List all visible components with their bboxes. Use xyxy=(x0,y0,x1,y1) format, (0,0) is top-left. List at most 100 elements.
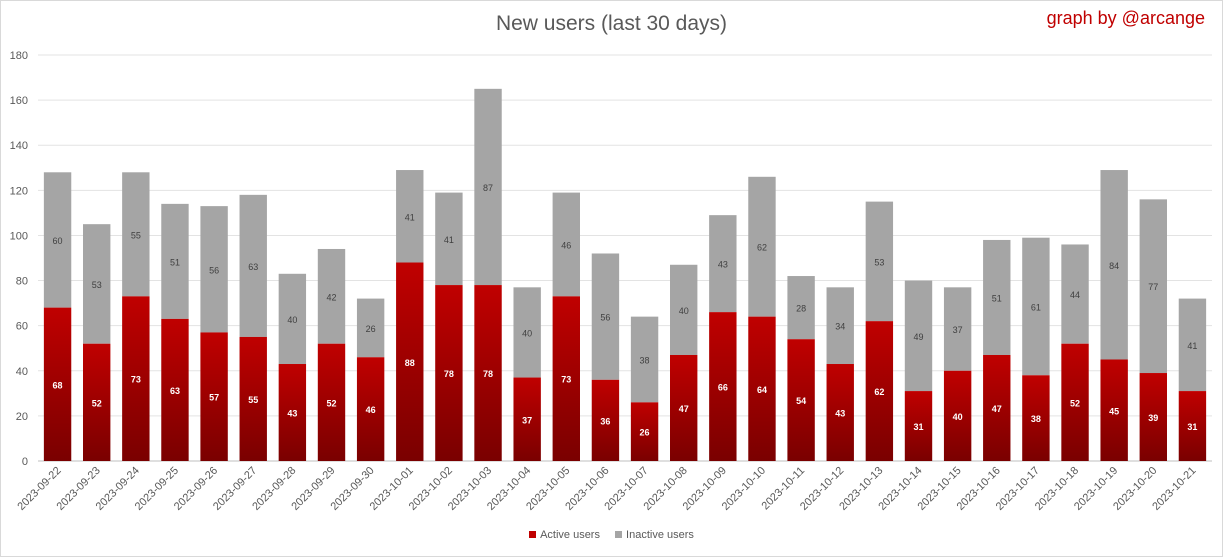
data-label-inactive: 84 xyxy=(1109,261,1119,271)
legend: Active users Inactive users xyxy=(0,529,1223,541)
bar-active xyxy=(239,336,267,461)
bar-active xyxy=(787,339,815,461)
bar-active xyxy=(43,307,72,461)
bar-inactive xyxy=(1061,244,1089,344)
data-label-inactive: 87 xyxy=(483,183,493,193)
data-label-inactive: 26 xyxy=(366,324,376,334)
bar-inactive xyxy=(670,264,698,355)
data-label-inactive: 51 xyxy=(170,257,180,267)
data-label-inactive: 40 xyxy=(679,306,689,316)
bar-active xyxy=(943,370,972,461)
bar-inactive xyxy=(1139,199,1167,374)
bar-inactive xyxy=(787,276,815,340)
data-label-inactive: 34 xyxy=(835,322,845,332)
legend-item-inactive: Inactive users xyxy=(615,529,694,541)
bar-inactive xyxy=(904,280,933,392)
y-tick-label: 60 xyxy=(16,321,28,333)
bar-active xyxy=(83,343,111,461)
data-label-inactive: 44 xyxy=(1070,290,1080,300)
data-label-inactive: 56 xyxy=(209,265,219,275)
data-label-inactive: 60 xyxy=(53,236,63,246)
bar-active xyxy=(983,354,1011,461)
bar-active xyxy=(474,285,502,461)
legend-label-inactive: Inactive users xyxy=(626,529,694,541)
bar-active xyxy=(435,285,463,461)
bar-inactive xyxy=(435,192,463,286)
data-label-inactive: 41 xyxy=(1187,341,1197,351)
bar-inactive xyxy=(278,273,307,365)
y-tick-label: 180 xyxy=(10,50,28,62)
data-label-active: 52 xyxy=(92,398,102,408)
bar-inactive xyxy=(239,194,267,337)
data-label-inactive: 46 xyxy=(561,240,571,250)
bar-inactive xyxy=(474,88,502,286)
data-label-inactive: 41 xyxy=(405,212,415,222)
y-tick-label: 120 xyxy=(10,185,28,197)
data-label-active: 43 xyxy=(287,409,297,419)
bar-inactive xyxy=(983,239,1011,355)
bar-inactive xyxy=(356,298,385,358)
bar-inactive xyxy=(1100,170,1128,360)
y-tick-label: 140 xyxy=(10,140,28,152)
data-label-inactive: 63 xyxy=(248,262,258,272)
data-label-active: 54 xyxy=(796,396,806,406)
data-label-active: 47 xyxy=(679,404,689,414)
bar-inactive xyxy=(43,172,72,308)
data-label-active: 37 xyxy=(522,415,532,425)
bar-active xyxy=(278,364,307,461)
bar-active xyxy=(161,318,189,461)
bar-active xyxy=(552,296,580,461)
bar-active xyxy=(865,321,894,461)
data-label-inactive: 42 xyxy=(326,292,336,302)
bar-inactive xyxy=(748,176,776,317)
data-label-active: 57 xyxy=(209,393,219,403)
data-label-inactive: 55 xyxy=(131,230,141,240)
bar-inactive xyxy=(865,201,894,322)
data-label-active: 47 xyxy=(992,404,1002,414)
data-label-active: 73 xyxy=(561,375,571,385)
bar-inactive xyxy=(161,203,189,319)
bar-active xyxy=(826,364,854,461)
legend-swatch-active xyxy=(529,531,537,538)
bar-active xyxy=(1178,391,1207,461)
data-label-active: 36 xyxy=(600,416,610,426)
data-label-active: 52 xyxy=(1070,398,1080,408)
bar-inactive xyxy=(591,253,620,380)
bar-inactive xyxy=(943,287,972,371)
y-tick-label: 40 xyxy=(16,366,28,378)
y-tick-label: 0 xyxy=(22,456,28,468)
data-label-active: 64 xyxy=(757,385,767,395)
data-label-inactive: 37 xyxy=(953,325,963,335)
data-label-active: 73 xyxy=(131,375,141,385)
legend-label-active: Active users xyxy=(540,529,600,541)
bar-inactive xyxy=(1178,298,1207,392)
bar-active xyxy=(317,343,346,461)
chart-credit: graph by @arcange xyxy=(1046,8,1205,28)
bar-active xyxy=(513,377,541,461)
bar-active xyxy=(1100,359,1128,461)
bar-inactive xyxy=(630,316,659,403)
chart-title: New users (last 30 days) xyxy=(495,12,728,35)
data-label-active: 78 xyxy=(483,369,493,379)
bar-inactive xyxy=(709,215,737,313)
data-label-active: 68 xyxy=(53,380,63,390)
data-label-active: 26 xyxy=(640,428,650,438)
data-label-active: 66 xyxy=(718,383,728,393)
y-tick-label: 100 xyxy=(10,230,28,242)
bar-active xyxy=(670,354,698,461)
data-label-active: 55 xyxy=(248,395,258,405)
legend-swatch-inactive xyxy=(615,531,623,538)
data-label-active: 46 xyxy=(366,405,376,415)
data-label-inactive: 41 xyxy=(444,235,454,245)
bar-inactive xyxy=(1022,237,1050,376)
bar-inactive xyxy=(317,248,346,344)
y-tick-label: 80 xyxy=(16,276,28,288)
data-label-inactive: 40 xyxy=(522,328,532,338)
data-label-inactive: 40 xyxy=(287,315,297,325)
data-label-inactive: 77 xyxy=(1148,282,1158,292)
bar-active xyxy=(709,312,737,461)
bar-active xyxy=(1139,373,1167,461)
data-label-active: 38 xyxy=(1031,414,1041,424)
data-label-inactive: 62 xyxy=(757,243,767,253)
